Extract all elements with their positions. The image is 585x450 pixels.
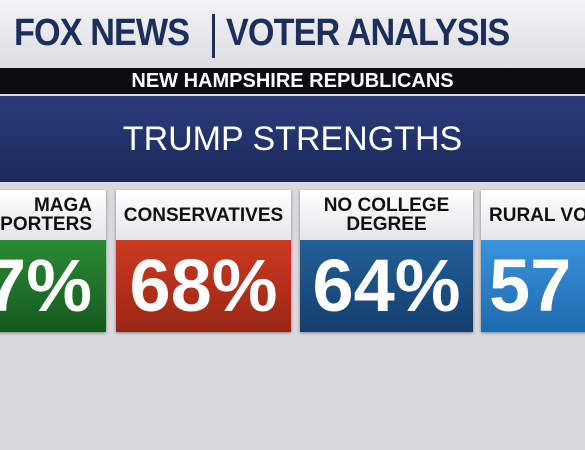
card: MAGA PORTERS 7% xyxy=(0,190,106,332)
card-label: RURAL VO xyxy=(481,190,585,240)
card-label: MAGA PORTERS xyxy=(0,190,106,240)
brand: FOX NEWS xyxy=(14,12,190,54)
card-value: 57 xyxy=(481,240,585,332)
card-value: 7% xyxy=(0,240,106,332)
subtitle: NEW HAMPSHIRE REPUBLICANS xyxy=(0,68,585,94)
card-label-line: PORTERS xyxy=(0,214,92,235)
card: CONSERVATIVES 68% xyxy=(116,190,291,332)
divider xyxy=(212,14,215,58)
card: RURAL VO 57 xyxy=(481,190,585,332)
card-label-line: DEGREE xyxy=(346,214,427,235)
title: TRUMP STRENGTHS xyxy=(0,96,585,182)
section-title: VOTER ANALYSIS xyxy=(226,12,510,54)
card-value: 68% xyxy=(116,240,291,332)
card-label: NO COLLEGE DEGREE xyxy=(300,190,473,240)
card-label-line: CONSERVATIVES xyxy=(123,204,284,226)
card-value: 64% xyxy=(300,240,473,332)
card-label-line: MAGA xyxy=(33,195,92,216)
card-label-line: NO COLLEGE xyxy=(323,195,450,216)
card-label: CONSERVATIVES xyxy=(116,190,291,240)
card-label-line: RURAL VO xyxy=(489,204,585,226)
header: FOX NEWS VOTER ANALYSIS xyxy=(0,0,585,68)
card: NO COLLEGE DEGREE 64% xyxy=(300,190,473,332)
